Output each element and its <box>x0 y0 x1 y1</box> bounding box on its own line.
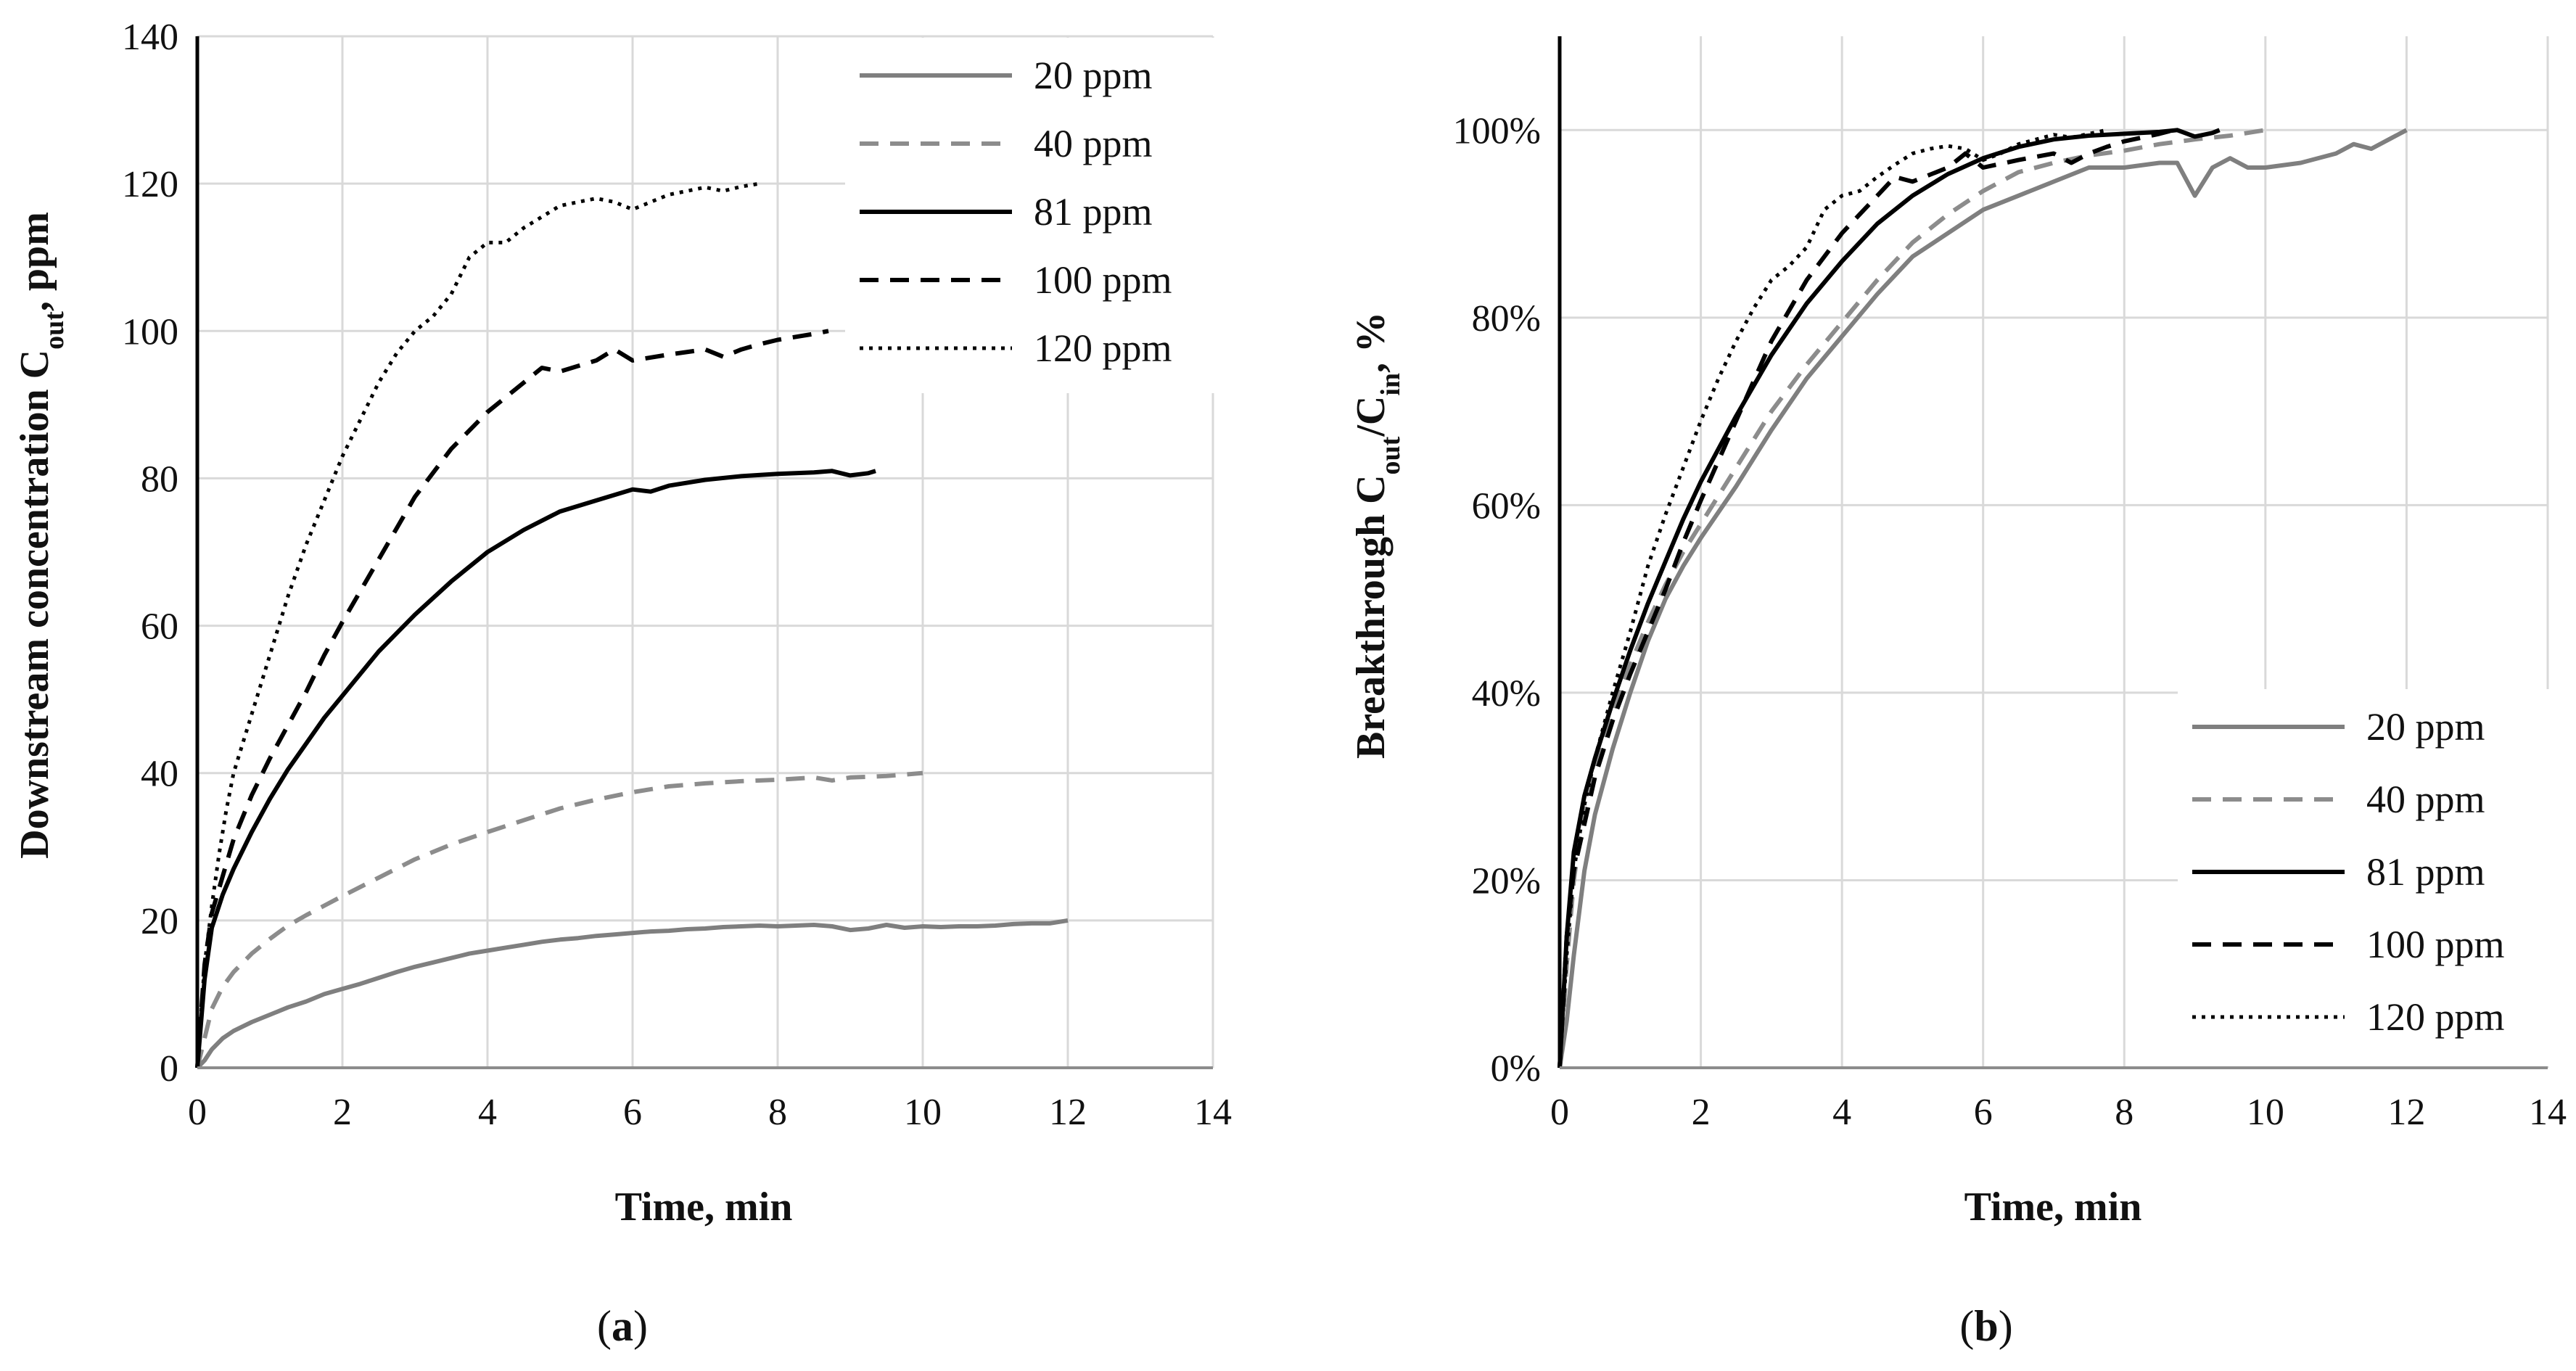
panel-b-legend-label: 100 ppm <box>2366 923 2505 966</box>
panel-b-legend-label: 40 ppm <box>2366 778 2485 821</box>
panel-b-x-tick-2: 2 <box>1692 1092 1711 1133</box>
panel-a-y-tick-120: 120 <box>122 164 178 205</box>
panel-b-x-tick-10: 10 <box>2247 1092 2284 1133</box>
panel-a-y-tick-20: 20 <box>141 901 178 942</box>
panel-a-y-tick-80: 80 <box>141 458 178 500</box>
panel-b-x-tick-4: 4 <box>1832 1092 1851 1133</box>
panel-a-x-tick-0: 0 <box>188 1092 207 1133</box>
panel-a-legend-label: 20 ppm <box>1034 54 1153 97</box>
panel-a-y-tick-140: 140 <box>122 17 178 58</box>
panel-b-x-tick-6: 6 <box>1974 1092 1993 1133</box>
panel-a-x-tick-6: 6 <box>623 1092 642 1133</box>
panel-a-legend-label: 40 ppm <box>1034 122 1153 165</box>
panel-a-legend-label: 100 ppm <box>1034 258 1172 302</box>
panel-b-series-120-ppm <box>1557 128 2107 1069</box>
panel-b-x-tick-14: 14 <box>2529 1092 2567 1133</box>
panel-b-x-axis-title: Time, min <box>1964 1185 2142 1230</box>
panel-a-x-tick-4: 4 <box>478 1092 497 1133</box>
panel-a-legend-label: 120 ppm <box>1034 326 1172 370</box>
panel-a-legend: 20 ppm 40 ppm 81 ppm 100 ppm 120 ppm <box>845 38 1273 393</box>
panel-a-x-tick-12: 12 <box>1049 1092 1087 1133</box>
panel-a-y-axis-title: Downstream concentration Cout, ppm <box>12 212 70 859</box>
panel-b-series <box>1557 128 2408 1069</box>
panel-b-y-tick-40: 40% <box>1472 673 1541 715</box>
panel-a-series-40-ppm <box>195 770 923 1069</box>
panel-a-x-tick-2: 2 <box>333 1092 352 1133</box>
panel-a-legend-box <box>845 38 1273 393</box>
panel-b-y-tick-20: 20% <box>1472 860 1541 902</box>
panel-a-y-tick-100: 100 <box>122 311 178 353</box>
panel-a-caption: (a) <box>597 1302 648 1350</box>
panel-b-legend-box <box>2178 689 2576 1066</box>
panel-b-axes <box>1557 36 2548 1069</box>
panel-a-legend-label: 81 ppm <box>1034 190 1153 234</box>
panel-b-x-tick-12: 12 <box>2387 1092 2425 1133</box>
chart-panel-a: 0 2 4 6 8 10 12 14 0 20 40 60 80 100 120 140 Time, min… <box>12 17 1273 1350</box>
panel-a-axes <box>195 36 1213 1069</box>
panel-b-x-tick-labels: 0 2 4 6 8 10 12 14 <box>1550 1092 2567 1133</box>
panel-b-y-tick-60: 60% <box>1472 485 1541 527</box>
panel-b-x-tick-8: 8 <box>2115 1092 2133 1133</box>
panel-a-y-tick-0: 0 <box>160 1048 178 1090</box>
chart-panel-b: 0 2 4 6 8 10 12 14 0% 20% 40% 60% 80% 100% Time, min… <box>1349 36 2576 1350</box>
panel-b-y-tick-0: 0% <box>1491 1048 1541 1090</box>
panel-b-y-tick-80: 80% <box>1472 298 1541 339</box>
panel-a-series-81-ppm <box>195 469 876 1069</box>
panel-b-caption: (b) <box>1959 1302 2012 1350</box>
panel-b-y-tick-100: 100% <box>1453 110 1541 152</box>
panel-a-x-axis-title: Time, min <box>615 1185 793 1230</box>
panel-a-x-tick-10: 10 <box>904 1092 942 1133</box>
panel-b-legend-label: 81 ppm <box>2366 850 2485 894</box>
panel-b-x-tick-0: 0 <box>1550 1092 1569 1133</box>
panel-a-x-tick-14: 14 <box>1194 1092 1232 1133</box>
panel-a-y-tick-60: 60 <box>141 606 178 648</box>
panel-a-x-tick-8: 8 <box>768 1092 787 1133</box>
panel-b-legend: 20 ppm 40 ppm 81 ppm 100 ppm 120 ppm <box>2178 689 2576 1066</box>
panel-a-series-20-ppm <box>195 918 1069 1070</box>
panel-b-legend-label: 20 ppm <box>2366 705 2485 749</box>
panel-a-y-tick-40: 40 <box>141 754 178 795</box>
panel-a-series-100-ppm <box>195 329 829 1069</box>
panel-a-y-tick-labels: 0 20 40 60 80 100 120 140 <box>122 17 178 1090</box>
panel-b-series-100-ppm <box>1557 128 2175 1069</box>
panel-b-y-tick-labels: 0% 20% 40% 60% 80% 100% <box>1453 110 1541 1090</box>
panel-a-x-tick-labels: 0 2 4 6 8 10 12 14 <box>188 1092 1232 1133</box>
panel-b-y-axis-title: Breakthrough Cout/Cin, % <box>1349 312 1406 759</box>
panel-b-legend-label: 120 ppm <box>2366 995 2505 1039</box>
panel-a-series <box>195 181 1069 1070</box>
panel-b-series-20-ppm <box>1557 128 2408 1069</box>
